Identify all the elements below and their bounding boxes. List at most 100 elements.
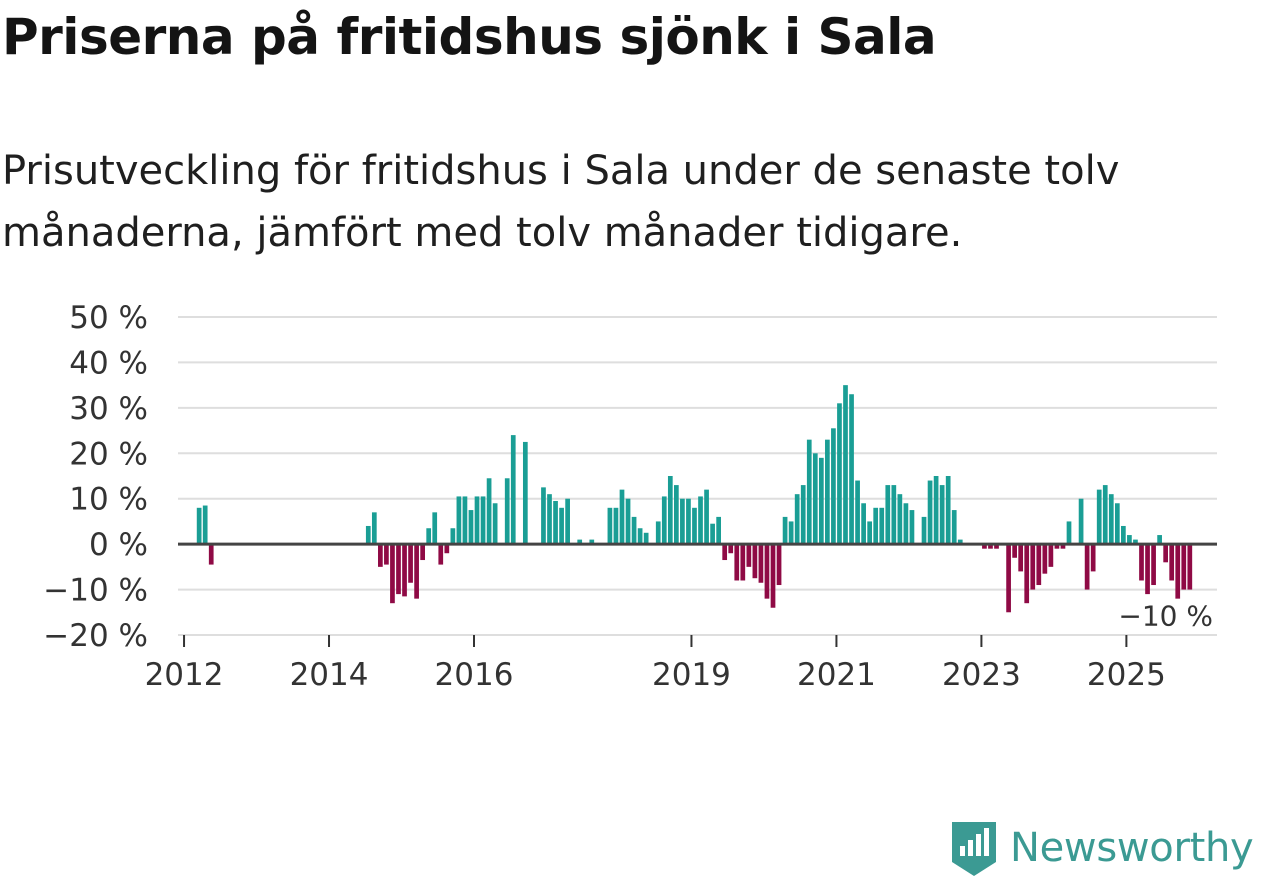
bar — [873, 507, 879, 545]
bar — [396, 544, 401, 595]
x-axis: 2012 2014 2016 2019 2021 2023 2025 — [145, 635, 1166, 693]
bar — [1151, 544, 1156, 586]
bar — [1139, 544, 1144, 581]
page-title: Priserna på fritidshus sjönk i Sala — [2, 8, 937, 66]
y-axis-labels: 50 % 40 % 30 % 20 % 10 % 0 % −10 % −20 % — [43, 300, 148, 654]
bar — [1114, 503, 1120, 545]
bar — [879, 507, 885, 545]
bar — [432, 512, 438, 545]
bar — [988, 544, 993, 549]
bar — [698, 496, 703, 545]
bars — [196, 385, 1193, 613]
bar — [1102, 485, 1108, 545]
y-tick-label: 10 % — [69, 482, 148, 518]
bar — [794, 494, 800, 545]
bar — [825, 439, 830, 545]
y-tick-label: 40 % — [69, 345, 148, 381]
bar — [885, 485, 891, 545]
y-tick-label: 50 % — [69, 300, 148, 336]
bar — [1133, 539, 1138, 545]
bar — [420, 544, 425, 561]
bar — [782, 516, 788, 545]
bar — [1018, 544, 1024, 572]
bar — [1127, 535, 1132, 545]
bar — [837, 403, 842, 545]
y-tick-label: 20 % — [69, 436, 148, 472]
x-tick-label: 2019 — [652, 657, 731, 693]
bar — [734, 544, 740, 581]
bar — [921, 516, 927, 545]
bar — [994, 544, 999, 549]
brand-name: Newsworthy — [1010, 825, 1254, 871]
bar — [855, 480, 860, 545]
y-tick-label: −20 % — [43, 618, 148, 654]
bar — [655, 521, 661, 545]
bar — [1090, 544, 1096, 572]
bar — [1012, 544, 1017, 558]
bar — [1108, 494, 1114, 545]
gridlines — [178, 316, 1217, 636]
bar — [365, 525, 371, 545]
bar — [740, 544, 746, 581]
y-tick-label: −10 % — [43, 573, 148, 609]
bar — [1181, 544, 1187, 590]
bar — [1157, 535, 1162, 545]
bar — [939, 485, 945, 545]
bar — [426, 528, 432, 545]
bar — [867, 521, 873, 545]
bar — [1084, 544, 1090, 590]
bar — [547, 494, 552, 545]
x-tick-label: 2021 — [797, 657, 876, 693]
bar — [1163, 544, 1169, 563]
bar — [951, 510, 957, 545]
bar — [522, 441, 528, 545]
bar — [504, 478, 510, 545]
bar — [812, 453, 818, 545]
bar — [565, 498, 570, 545]
bar — [800, 485, 806, 545]
bar — [371, 512, 377, 545]
bar — [674, 485, 679, 545]
bar — [450, 528, 456, 545]
bar — [722, 544, 728, 561]
bar — [716, 516, 721, 545]
bar — [710, 523, 715, 545]
bar — [903, 503, 909, 545]
bar — [613, 507, 619, 545]
bar — [1187, 544, 1193, 590]
bar — [1066, 521, 1072, 545]
bar — [897, 494, 903, 545]
bar — [728, 544, 734, 554]
last-value-label: −10 % — [1118, 600, 1213, 633]
bar — [1175, 544, 1181, 599]
bar — [1006, 544, 1011, 613]
bar — [384, 544, 389, 565]
bar — [559, 507, 564, 545]
bar — [577, 539, 583, 545]
bar — [661, 496, 667, 545]
bar — [492, 503, 498, 545]
bar — [933, 476, 939, 545]
bar — [378, 544, 383, 567]
newsworthy-logo-icon — [952, 822, 996, 876]
bar — [619, 489, 625, 545]
bar — [408, 544, 413, 583]
bar — [667, 476, 673, 545]
brand-logo: Newsworthy — [948, 818, 1254, 878]
price-change-bar-chart: 50 %40 %30 %20 %10 %0 %−10 %−20 % 2012 20… — [43, 300, 1217, 693]
bar — [982, 544, 987, 549]
bar — [1145, 544, 1150, 595]
y-tick-label: 0 % — [89, 527, 148, 563]
bar — [637, 528, 643, 545]
bar — [1024, 544, 1030, 604]
bar — [909, 510, 915, 545]
bar — [1060, 544, 1066, 549]
bar — [746, 544, 752, 567]
bar — [402, 544, 407, 597]
bar — [927, 480, 933, 545]
bar — [806, 439, 812, 545]
bar — [770, 544, 776, 608]
bar — [480, 496, 486, 545]
bar — [1036, 544, 1042, 586]
bar — [752, 544, 758, 579]
